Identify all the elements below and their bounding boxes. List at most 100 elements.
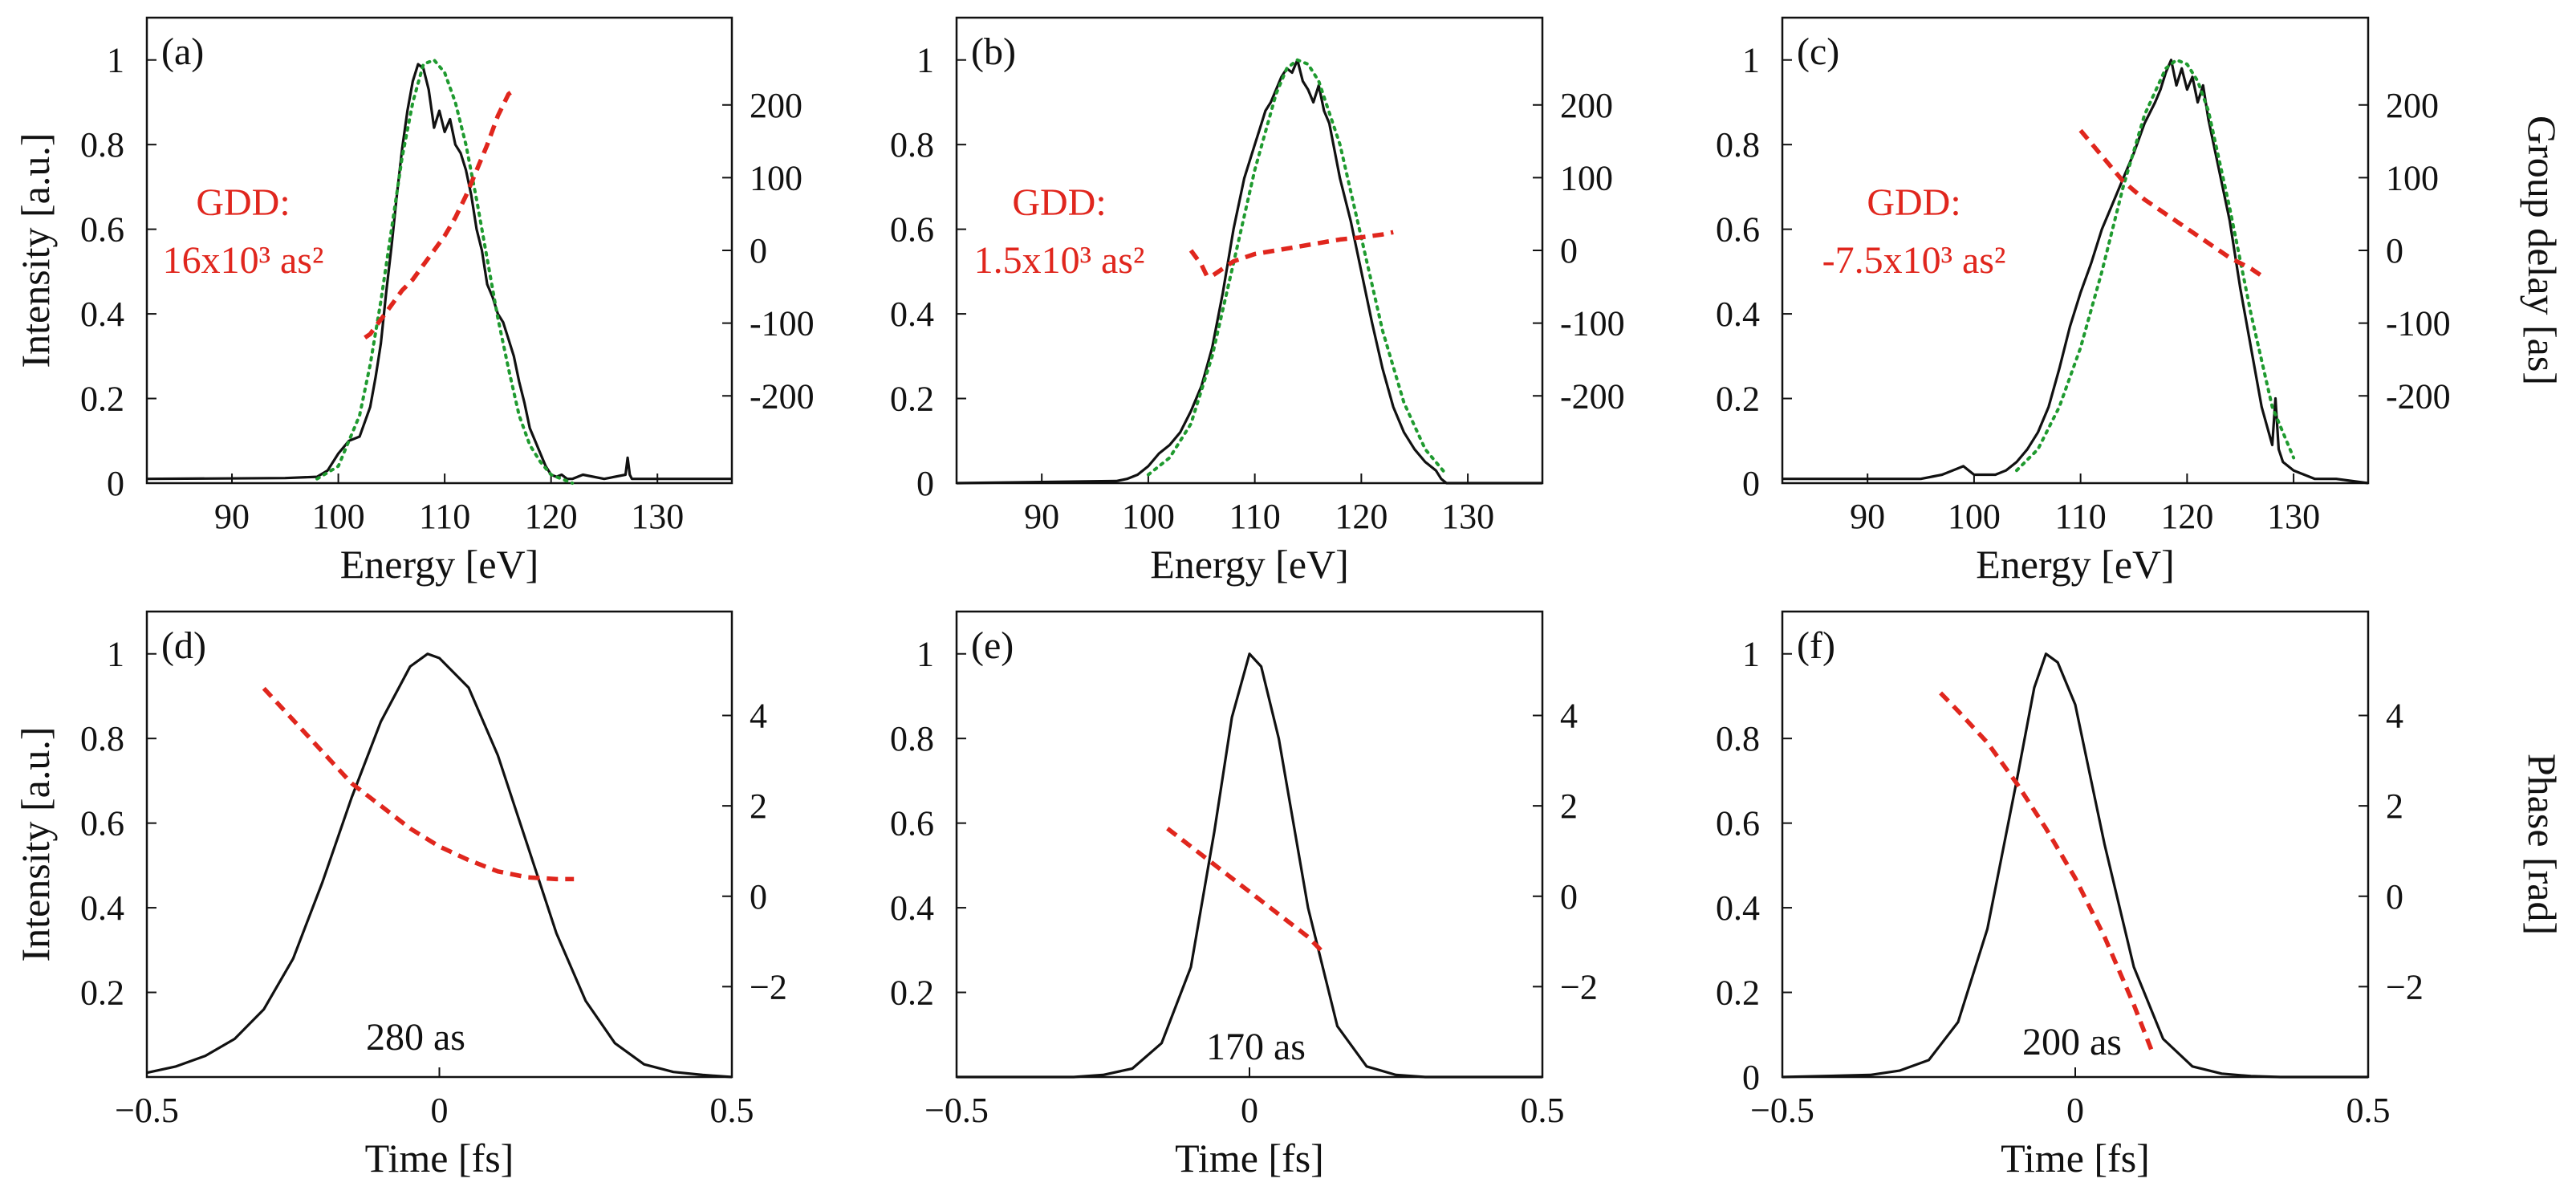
y-tick-label: 0.8 xyxy=(1716,125,1760,165)
y-tick-label: 0.8 xyxy=(1716,719,1760,758)
y-tick-label: 0.8 xyxy=(80,125,124,165)
x-tick-label: 110 xyxy=(1229,497,1280,536)
x-tick-label: 130 xyxy=(2267,497,2320,536)
phase-curve xyxy=(262,686,575,882)
annotation-text: 280 as xyxy=(366,1016,465,1059)
panel-label: (a) xyxy=(161,30,204,73)
phase-curve xyxy=(364,88,515,340)
y-tick-label: 0.6 xyxy=(1716,210,1760,250)
panel-label: (f) xyxy=(1797,624,1835,667)
y2-tick-label: 200 xyxy=(1560,86,1613,125)
x-tick-label: −0.5 xyxy=(1750,1091,1814,1130)
plot-frame xyxy=(1781,610,2370,1079)
y2-tick-label: 0 xyxy=(2386,877,2403,917)
x-tick-label: 130 xyxy=(631,497,684,536)
y2-tick-label: -100 xyxy=(2386,304,2451,343)
y-tick-label: 0.4 xyxy=(80,888,124,928)
y2-tick-label: 100 xyxy=(750,158,802,197)
panel-label: (e) xyxy=(971,624,1014,667)
y-tick-label: 0.6 xyxy=(890,804,934,843)
annotation-text: GDD: xyxy=(196,181,290,224)
y2-tick-label: 0 xyxy=(2386,231,2403,270)
y-tick-label: 1 xyxy=(916,41,934,80)
y-tick-label: 0.2 xyxy=(1716,973,1760,1013)
x-tick-label: 90 xyxy=(214,497,250,536)
y-tick-label: 0.4 xyxy=(1716,295,1760,334)
x-tick-label: 110 xyxy=(2054,497,2106,536)
x-axis-label: Time [fs] xyxy=(365,1136,514,1181)
annotation-text: -7.5x10³ as² xyxy=(1822,239,2006,282)
panel-d: −0.5 0 0.5 0.2 0.4 0.6 0.8 1 −2 0 2 4 Time [fs] Inten… xyxy=(13,610,787,1181)
x-tick-label: 0.5 xyxy=(2346,1091,2391,1130)
panel-b: 90 100 110 120 130 0 0.2 0.4 0.6 0.8 1 -200 -100 0 100… xyxy=(890,16,1625,587)
measured-curve xyxy=(956,59,1542,485)
x-tick-label: 130 xyxy=(1441,497,1494,536)
y2-tick-label: 4 xyxy=(750,697,767,736)
x-axis-label: Energy [eV] xyxy=(1150,542,1349,587)
fit-curve xyxy=(315,58,575,485)
y2-tick-label: −2 xyxy=(1560,967,1598,1006)
y-tick-label: 0.4 xyxy=(890,295,934,334)
y2-tick-label: 0 xyxy=(1560,231,1578,270)
x-tick-label: 0.5 xyxy=(710,1091,754,1130)
x-axis-label: Time [fs] xyxy=(1175,1136,1324,1181)
y2-tick-label: 2 xyxy=(2386,786,2403,826)
panel-label: (b) xyxy=(971,30,1016,73)
y2-tick-label: −2 xyxy=(750,967,787,1006)
measured-curve xyxy=(1782,59,2369,485)
phase-curve xyxy=(2078,128,2263,278)
y2-tick-label: -200 xyxy=(750,376,815,416)
y-tick-label: 0.2 xyxy=(1716,380,1760,419)
phase-curve xyxy=(1166,827,1327,957)
y-tick-label: 0 xyxy=(107,464,124,503)
y2-tick-label: 4 xyxy=(1560,697,1578,736)
annotation-text: 1.5x10³ as² xyxy=(974,239,1145,282)
y-tick-label: 0.6 xyxy=(80,210,124,250)
y-tick-label: 0.2 xyxy=(80,973,124,1013)
y2-tick-label: 2 xyxy=(1560,786,1578,826)
x-axis-label: Energy [eV] xyxy=(1976,542,2175,587)
x-tick-label: 0 xyxy=(431,1091,449,1130)
y2-tick-label: -200 xyxy=(1560,376,1625,416)
x-tick-label: 100 xyxy=(1122,497,1175,536)
annotation-text: GDD: xyxy=(1867,181,1960,224)
y2-tick-label: 2 xyxy=(750,786,767,826)
annotation-text: GDD: xyxy=(1012,181,1106,224)
y2-tick-label: 100 xyxy=(2386,158,2439,197)
y2-tick-label: 0 xyxy=(750,877,767,917)
y-tick-label: 1 xyxy=(916,635,934,674)
measured-curve xyxy=(1782,652,2368,1079)
fit-curve xyxy=(1146,58,1448,477)
y-tick-label: 0.8 xyxy=(890,719,934,758)
y-tick-label: 0.4 xyxy=(890,888,934,928)
measured-curve xyxy=(146,652,733,1079)
x-tick-label: −0.5 xyxy=(115,1091,179,1130)
x-tick-label: 120 xyxy=(525,497,578,536)
y-axis-label: Intensity [a.u.] xyxy=(13,133,58,368)
x-axis-label: Energy [eV] xyxy=(340,542,539,587)
phase-curve xyxy=(1188,230,1394,278)
y-tick-label: 0.6 xyxy=(1716,804,1760,843)
y-tick-label: 0 xyxy=(1742,464,1760,503)
measured-curve xyxy=(146,63,732,481)
measured-curve xyxy=(957,652,1542,1079)
x-tick-label: 100 xyxy=(312,497,365,536)
panel-label: (c) xyxy=(1797,30,1839,73)
x-tick-label: 120 xyxy=(1335,497,1388,536)
y-tick-label: 1 xyxy=(1742,635,1760,674)
x-tick-label: 90 xyxy=(1850,497,1885,536)
y2-tick-label: 200 xyxy=(2386,86,2439,125)
y-axis-label: Intensity [a.u.] xyxy=(13,727,58,962)
y-tick-label: 0 xyxy=(1742,1058,1760,1097)
y2-tick-label: 0 xyxy=(750,231,767,270)
panel-a: 90 100 110 120 130 0 0.2 0.4 0.6 0.8 1 -200 -100 0 100… xyxy=(13,16,815,587)
y-tick-label: 1 xyxy=(107,41,124,80)
y-tick-label: 0.2 xyxy=(890,380,934,419)
fit-curve xyxy=(2015,58,2296,473)
y-tick-label: 0.8 xyxy=(80,719,124,758)
y-tick-label: 0.4 xyxy=(1716,888,1760,928)
phase-curve xyxy=(1939,691,2154,1051)
annotation-text: 200 as xyxy=(2022,1021,2122,1063)
